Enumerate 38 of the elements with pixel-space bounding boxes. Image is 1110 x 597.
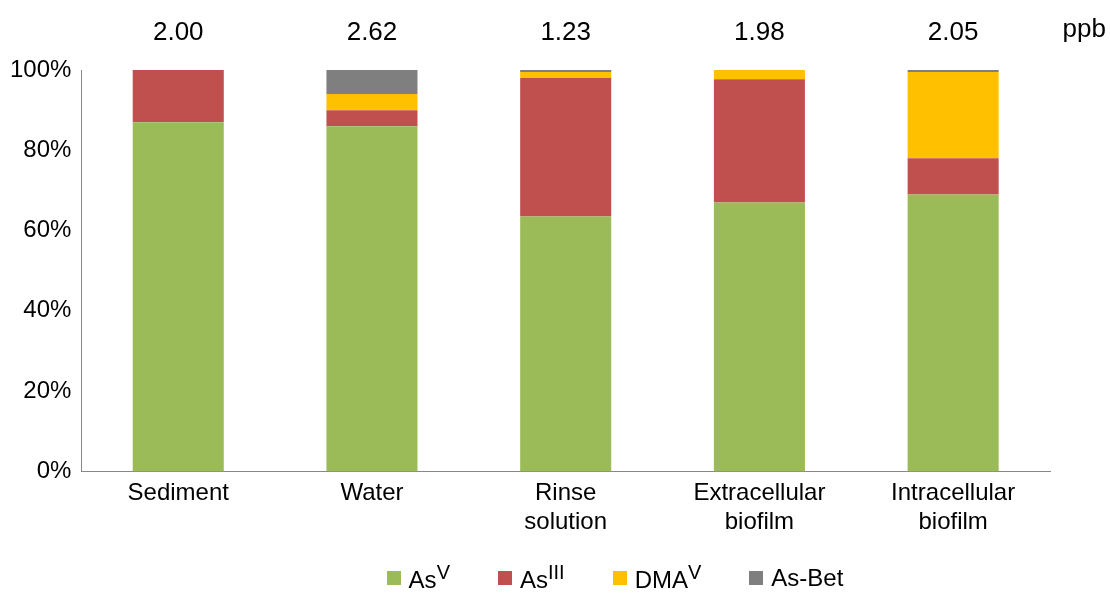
text: 2.62 <box>346 16 398 47</box>
legend-label: As$^{III}$ <box>519 561 565 594</box>
bar <box>520 72 612 79</box>
text: 2.00 <box>152 16 204 47</box>
bar <box>713 79 805 203</box>
bar <box>520 78 612 217</box>
bar <box>713 70 805 80</box>
bar <box>907 72 999 159</box>
bar <box>326 70 418 95</box>
text: 2.05 <box>927 16 979 47</box>
y-tick-label: 80% <box>23 134 72 162</box>
y-tick-label: 100% <box>9 54 72 82</box>
y-tick-label: 40% <box>23 295 72 323</box>
bar <box>132 122 224 472</box>
bar <box>907 194 999 472</box>
x-tick-label: Sediment <box>127 478 230 506</box>
legend-label: DMA$^{V}$ <box>634 561 702 594</box>
y-tick-label: 0% <box>36 456 72 484</box>
legend-label: As$^{V}$ <box>408 561 450 594</box>
text: 1.98 <box>734 16 785 47</box>
bar <box>907 70 999 73</box>
legend-label: As-Bet <box>771 563 844 592</box>
y-tick-label: 20% <box>23 375 72 403</box>
bar <box>132 70 224 123</box>
x-tick-label: Water <box>340 478 404 506</box>
bar <box>326 94 418 111</box>
bar <box>326 110 418 127</box>
bar <box>326 126 418 472</box>
bar <box>520 70 612 73</box>
text: 1.23 <box>540 16 591 47</box>
bar <box>907 158 999 195</box>
text: ppb <box>1062 13 1106 44</box>
y-tick-label: 60% <box>23 215 72 243</box>
x-tick-label: Extracellular biofilm <box>693 478 826 535</box>
bar <box>713 202 805 472</box>
x-tick-label: Rinse solution <box>524 478 608 535</box>
bar <box>520 216 612 472</box>
x-tick-label: Intracellular biofilm <box>891 478 1016 535</box>
